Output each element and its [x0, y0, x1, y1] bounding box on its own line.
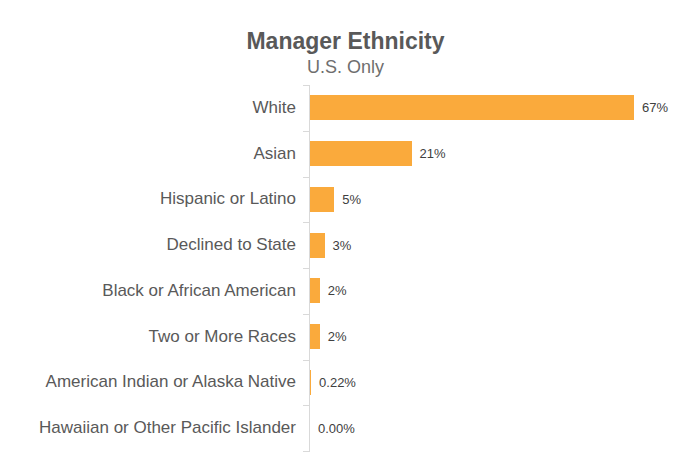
chart-row: Hawaiian or Other Pacific Islander 0.00% [0, 405, 679, 451]
category-label: Black or African American [0, 281, 309, 301]
chart-row: Two or More Races 2% [0, 314, 679, 360]
category-label: White [0, 98, 309, 118]
axis-tick [303, 222, 310, 223]
bar [310, 141, 412, 166]
chart-row: Asian 21% [0, 131, 679, 177]
value-label: 2% [328, 283, 347, 298]
axis-tick [303, 131, 310, 132]
bar [310, 278, 320, 303]
category-label: Declined to State [0, 235, 309, 255]
axis-tick [303, 177, 310, 178]
category-label: Hawaiian or Other Pacific Islander [0, 418, 309, 438]
chart-row: White 67% [0, 85, 679, 131]
bar [310, 233, 325, 258]
bar [310, 370, 311, 395]
axis-tick [303, 268, 310, 269]
axis-tick [303, 85, 310, 86]
chart-canvas: Manager Ethnicity U.S. Only White 67% As… [0, 0, 679, 470]
category-label: Hispanic or Latino [0, 189, 309, 209]
chart-title: Manager Ethnicity [12, 27, 679, 55]
category-label: Asian [0, 144, 309, 164]
chart-row: Declined to State 3% [0, 222, 679, 268]
bar-track: 0.22% [309, 360, 679, 406]
bar-track: 0.00% [309, 405, 679, 451]
axis-tick [303, 360, 310, 361]
chart-row: Hispanic or Latino 5% [0, 177, 679, 223]
chart-row: American Indian or Alaska Native 0.22% [0, 360, 679, 406]
bar-track: 2% [309, 268, 679, 314]
category-label: Two or More Races [0, 327, 309, 347]
chart-subtitle: U.S. Only [12, 55, 679, 79]
value-label: 2% [328, 329, 347, 344]
axis-tick [303, 314, 310, 315]
value-label: 0.00% [318, 421, 355, 436]
bar-rows: White 67% Asian 21% Hispanic or Latino 5… [0, 85, 679, 451]
bar-track: 3% [309, 222, 679, 268]
value-label: 67% [642, 100, 668, 115]
value-label: 21% [420, 146, 446, 161]
bar [310, 324, 320, 349]
axis-tick [303, 451, 310, 452]
bar [310, 187, 334, 212]
bar-track: 5% [309, 177, 679, 223]
bar-track: 2% [309, 314, 679, 360]
value-label: 3% [333, 238, 352, 253]
value-label: 0.22% [319, 375, 356, 390]
category-label: American Indian or Alaska Native [0, 372, 309, 392]
value-label: 5% [342, 192, 361, 207]
bar-track: 21% [309, 131, 679, 177]
bar-track: 67% [309, 85, 679, 131]
bar [310, 95, 634, 120]
axis-tick [303, 405, 310, 406]
plot-area: White 67% Asian 21% Hispanic or Latino 5… [0, 85, 679, 451]
chart-row: Black or African American 2% [0, 268, 679, 314]
